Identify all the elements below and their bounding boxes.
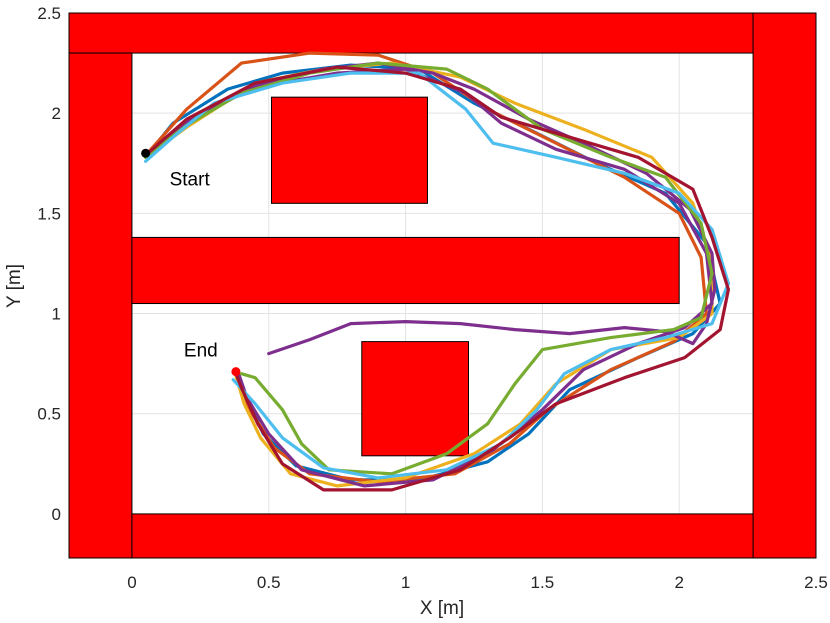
trajectory-line-7 — [144, 65, 730, 492]
start-label: Start — [170, 169, 211, 190]
obstacle-4 — [131, 236, 680, 305]
obstacle-6 — [361, 341, 469, 457]
obstacle-1 — [752, 12, 817, 559]
end-label: End — [184, 341, 218, 362]
x-axis-label: X [m] — [420, 598, 464, 619]
obstacle-5 — [270, 96, 428, 204]
y-tick-label-5: 2.5 — [37, 4, 61, 23]
y-axis-label: Y [m] — [4, 264, 25, 308]
x-tick-label-3: 1.5 — [531, 573, 555, 592]
obstacles — [68, 12, 817, 559]
y-tick-label-3: 1.5 — [37, 204, 61, 223]
x-tick-label-5: 2.5 — [804, 573, 828, 592]
y-tick-label-2: 1 — [52, 305, 61, 324]
trajectory-line-6 — [144, 71, 730, 480]
trajectory-line-1 — [144, 51, 709, 484]
trajectory-line-4 — [144, 61, 717, 356]
y-tick-label-1: 0.5 — [37, 405, 61, 424]
start-marker — [141, 148, 151, 158]
y-tick-label-0: 0 — [52, 505, 61, 524]
x-tick-label-0: 0 — [127, 573, 136, 592]
x-tick-label-4: 2 — [674, 573, 683, 592]
tick-labels: 0 0.5 1 1.5 2 2.5 0 0.5 1 1.5 2 2.5 — [37, 4, 827, 592]
y-tick-label-4: 2 — [52, 104, 61, 123]
end-marker — [231, 367, 241, 377]
obstacle-2 — [68, 52, 133, 559]
x-tick-label-2: 1 — [401, 573, 410, 592]
obstacle-0 — [68, 12, 754, 54]
trajectories — [144, 51, 730, 492]
x-tick-label-1: 0.5 — [257, 573, 281, 592]
obstacle-3 — [131, 513, 754, 559]
markers: Start End — [141, 148, 241, 377]
